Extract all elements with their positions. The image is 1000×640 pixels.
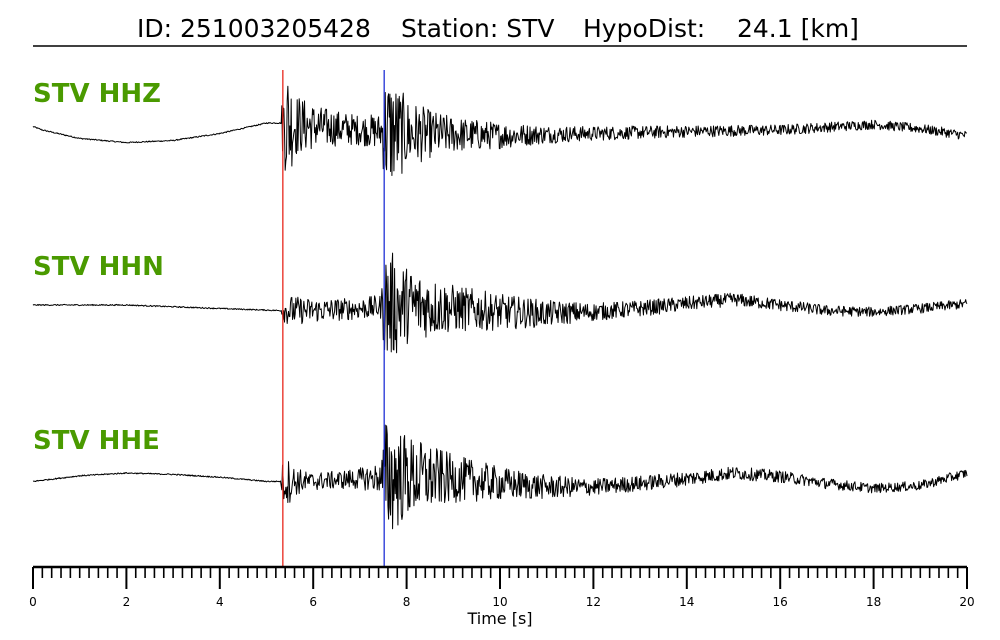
phase-picks <box>282 70 385 567</box>
trace-panel: STV HHN <box>32 252 968 354</box>
event-id-title: ID: 251003205428 <box>137 14 371 43</box>
x-tick-label: 14 <box>679 595 694 609</box>
x-tick-label: 6 <box>309 595 317 609</box>
x-tick-label: 16 <box>773 595 788 609</box>
x-tick-label: 20 <box>959 595 974 609</box>
x-tick-label: 8 <box>403 595 411 609</box>
channel-label: STV HHZ <box>33 79 161 109</box>
x-axis-label: Time [s] <box>466 609 532 628</box>
channel-label: STV HHE <box>33 426 160 456</box>
x-tick-label: 2 <box>123 595 131 609</box>
channel-label: STV HHN <box>33 252 164 282</box>
waveform-trace <box>32 252 968 354</box>
station-title: Station: STV <box>401 14 555 43</box>
x-tick-label: 10 <box>492 595 507 609</box>
waveform-trace <box>32 424 968 530</box>
x-tick-label: 4 <box>216 595 224 609</box>
x-tick-label: 18 <box>866 595 881 609</box>
waveform-trace <box>32 85 968 177</box>
trace-panel: STV HHZ <box>32 79 968 177</box>
hypodist-title: HypoDist: 24.1 [km] <box>583 14 859 43</box>
trace-panel: STV HHE <box>32 424 968 530</box>
trace-panels: STV HHZ STV HHN STV HHE <box>32 79 968 530</box>
x-tick-label: 0 <box>29 595 37 609</box>
time-axis: 0 2 4 6 8 10 12 14 16 18 20 <box>29 565 975 609</box>
x-tick-label: 12 <box>586 595 601 609</box>
